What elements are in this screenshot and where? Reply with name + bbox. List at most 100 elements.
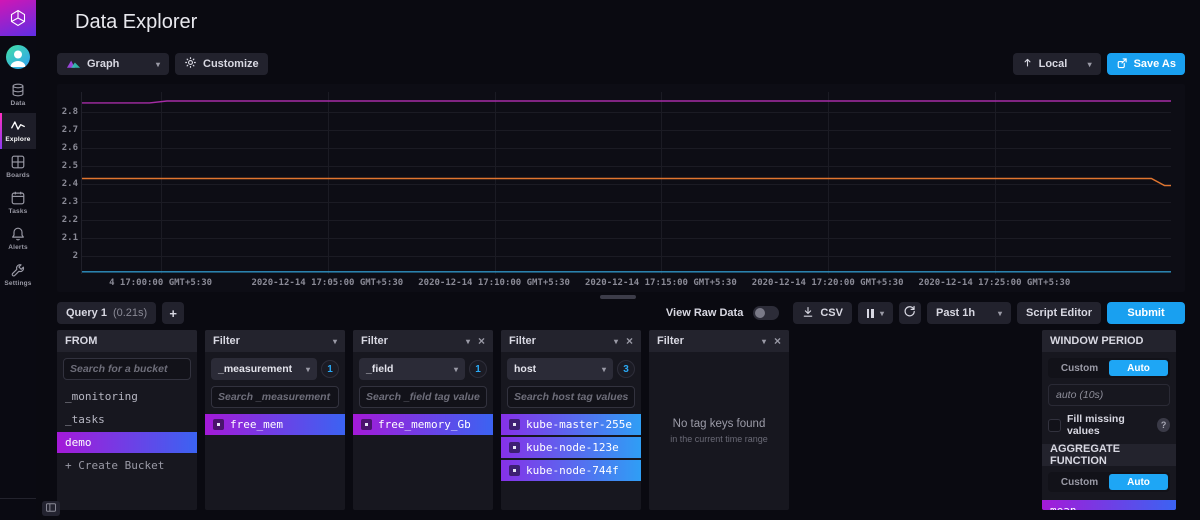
- submit-button[interactable]: Submit: [1107, 302, 1185, 324]
- bucket-item-selected[interactable]: demo: [57, 432, 197, 453]
- tag-value-list: free_memory_Gb: [353, 412, 493, 510]
- tag-value-label: kube-node-123e: [526, 441, 619, 454]
- cube-logo-icon: [9, 9, 27, 27]
- bucket-item[interactable]: _tasks: [57, 409, 197, 430]
- selected-count-badge: 1: [321, 360, 339, 378]
- aggregate-function-header: AGGREGATE FUNCTION: [1042, 443, 1176, 467]
- y-tick-label: 2.2: [61, 215, 78, 226]
- chevron-down-icon[interactable]: ▾: [465, 336, 470, 346]
- bucket-label: demo: [65, 436, 92, 449]
- gridline-horizontal: [82, 166, 1171, 168]
- bucket-label: _monitoring: [65, 390, 138, 403]
- selected-count-badge: 1: [469, 360, 487, 378]
- arrow-up-icon: [1022, 57, 1033, 71]
- tag-value-item-selected[interactable]: kube-master-255e: [501, 414, 641, 435]
- customize-button[interactable]: Customize: [175, 53, 268, 75]
- close-icon[interactable]: ×: [625, 334, 633, 348]
- sidebar-item-alerts[interactable]: Alerts: [0, 221, 36, 257]
- view-raw-data-toggle[interactable]: [753, 306, 780, 320]
- create-bucket-label: + Create Bucket: [65, 459, 165, 472]
- create-bucket-button[interactable]: + Create Bucket: [57, 455, 197, 476]
- chevron-down-icon[interactable]: ▾: [332, 336, 337, 346]
- plot-area[interactable]: 2.8 2.7 2.6 2.5 2.4 2.3 2.2 2.1 2: [62, 92, 1171, 274]
- sidebar-item-settings[interactable]: Settings: [0, 257, 36, 293]
- query-tab-label: Query 1: [66, 307, 107, 319]
- user-avatar[interactable]: [6, 45, 30, 69]
- filter-panel-header: Filter ▾ ×: [501, 330, 641, 352]
- pause-icon: [866, 308, 874, 318]
- filter-panel-field: Filter ▾ × _field ▾ 1: [353, 330, 493, 510]
- sidebar-item-explore[interactable]: Explore: [0, 113, 36, 149]
- chevron-down-icon: ▾: [453, 364, 458, 374]
- page-header: Data Explorer: [36, 0, 1200, 44]
- timezone-dropdown[interactable]: Local ▾: [1012, 53, 1101, 75]
- series-line: [82, 101, 1171, 103]
- tag-value-search-input[interactable]: [211, 386, 339, 408]
- window-period-input[interactable]: auto (10s): [1048, 384, 1170, 406]
- gridline-vertical: [494, 92, 496, 274]
- view-type-label: Graph: [87, 58, 120, 70]
- y-tick-label: 2.4: [61, 179, 78, 190]
- gridline-vertical: [328, 92, 330, 274]
- gridline-horizontal: [82, 238, 1171, 240]
- resize-handle[interactable]: [600, 295, 636, 299]
- sidebar-item-boards[interactable]: Boards: [0, 149, 36, 185]
- chevron-down-icon[interactable]: ▾: [761, 336, 766, 346]
- submit-label: Submit: [1127, 307, 1165, 319]
- query-tab[interactable]: Query 1 (0.21s): [57, 302, 157, 324]
- line-chart-svg: [82, 92, 1171, 274]
- tag-key-label: _measurement: [218, 363, 293, 375]
- collapse-panel-button[interactable]: [42, 501, 60, 516]
- pause-dropdown-button[interactable]: ▾: [857, 302, 893, 324]
- x-tick-label: 2020-12-14 17:15:00 GMT+5:30: [585, 278, 737, 288]
- tag-value-search-input[interactable]: [507, 386, 635, 408]
- gridline-horizontal: [82, 202, 1171, 204]
- filter-panel-host: Filter ▾ × host ▾ 3: [501, 330, 641, 510]
- bucket-item[interactable]: _monitoring: [57, 386, 197, 407]
- tag-value-list: free_mem: [205, 412, 345, 510]
- gridline-vertical: [994, 92, 996, 274]
- close-icon[interactable]: ×: [773, 334, 781, 348]
- from-panel: FROM _monitoring _tasks demo + Create Bu…: [57, 330, 197, 510]
- save-as-button[interactable]: Save As: [1106, 53, 1185, 75]
- tag-value-search-input[interactable]: [359, 386, 487, 408]
- chevron-down-icon[interactable]: ▾: [613, 336, 618, 346]
- options-panel: WINDOW PERIOD Custom Auto auto (10s) Fil…: [1042, 330, 1176, 510]
- tag-value-item-selected[interactable]: kube-node-744f: [501, 460, 641, 481]
- tag-value-label: kube-node-744f: [526, 464, 619, 477]
- close-icon[interactable]: ×: [477, 334, 485, 348]
- aggregate-auto-option[interactable]: Auto: [1109, 474, 1168, 490]
- tag-value-label: free_memory_Gb: [378, 418, 471, 431]
- filter-panel-header: Filter ▾ ×: [649, 330, 789, 352]
- tag-value-item-selected[interactable]: free_mem: [205, 414, 345, 435]
- customize-label: Customize: [203, 58, 259, 70]
- save-as-label: Save As: [1133, 58, 1176, 70]
- sidebar-item-tasks[interactable]: Tasks: [0, 185, 36, 221]
- influxdb-logo[interactable]: [0, 0, 36, 36]
- help-icon[interactable]: ?: [1157, 418, 1170, 432]
- csv-download-button[interactable]: CSV: [793, 302, 852, 324]
- export-icon: [1116, 57, 1128, 72]
- tag-value-item-selected[interactable]: kube-node-123e: [501, 437, 641, 458]
- checkbox-checked-icon: [213, 419, 224, 430]
- empty-state-title: No tag keys found: [672, 418, 766, 430]
- bucket-search-input[interactable]: [63, 358, 191, 380]
- empty-state-subtitle: in the current time range: [670, 434, 768, 444]
- add-query-button[interactable]: +: [162, 302, 185, 324]
- window-auto-option[interactable]: Auto: [1109, 360, 1168, 376]
- chevron-down-icon: ▾: [1087, 59, 1092, 69]
- tag-key-select[interactable]: _field ▾: [359, 358, 465, 380]
- script-editor-button[interactable]: Script Editor: [1016, 302, 1101, 324]
- view-type-dropdown[interactable]: Graph ▾: [57, 53, 169, 75]
- sidebar-item-data[interactable]: Data: [0, 77, 36, 113]
- fill-missing-values-checkbox[interactable]: [1048, 418, 1061, 432]
- time-range-dropdown[interactable]: Past 1h ▾: [926, 302, 1011, 324]
- aggregate-function-item-selected[interactable]: mean: [1042, 500, 1176, 510]
- window-custom-option[interactable]: Custom: [1060, 362, 1099, 374]
- aggregate-custom-option[interactable]: Custom: [1060, 476, 1099, 488]
- tag-key-select[interactable]: _measurement ▾: [211, 358, 317, 380]
- time-range-label: Past 1h: [935, 307, 976, 319]
- tag-key-select[interactable]: host ▾: [507, 358, 613, 380]
- refresh-button[interactable]: [898, 302, 921, 324]
- tag-value-item-selected[interactable]: free_memory_Gb: [353, 414, 493, 435]
